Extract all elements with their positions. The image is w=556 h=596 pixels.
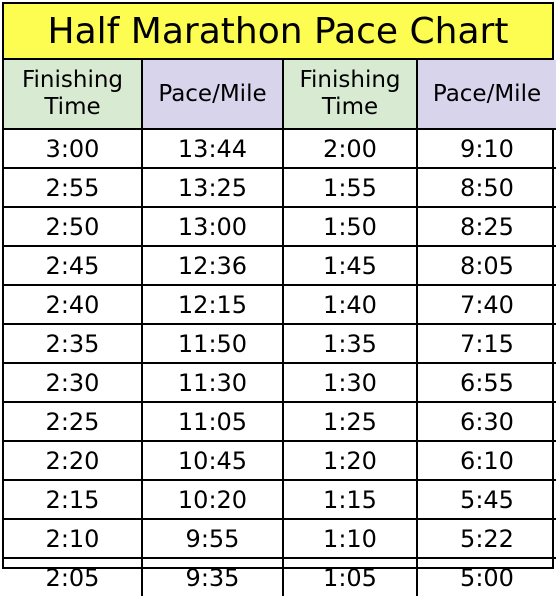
- pace-cell: 10:45: [141, 440, 284, 481]
- pace-cell: 7:40: [416, 284, 556, 325]
- finishing-time-cell: 2:45: [4, 245, 143, 286]
- finishing-time-cell: 1:45: [282, 245, 418, 286]
- pace-cell: 12:15: [141, 284, 284, 325]
- header-finishing-time-line1: Finishing: [21, 67, 124, 93]
- finishing-time-cell: 2:35: [4, 323, 143, 364]
- pace-cell: 7:15: [416, 323, 556, 364]
- finishing-time-cell: 1:20: [282, 440, 418, 481]
- finishing-time-cell: 2:30: [4, 362, 143, 403]
- table-row: 2:30 11:30 1:30 6:55: [4, 362, 556, 403]
- finishing-time-cell: 2:20: [4, 440, 143, 481]
- pace-table: Finishing Time Pace/Mile Finishing Time …: [4, 60, 556, 596]
- pace-cell: 13:44: [141, 128, 284, 169]
- pace-cell: 8:50: [416, 167, 556, 208]
- chart-title: Half Marathon Pace Chart: [4, 4, 552, 60]
- pace-cell: 6:10: [416, 440, 556, 481]
- finishing-time-cell: 2:00: [282, 128, 418, 169]
- pace-cell: 11:05: [141, 401, 284, 442]
- table-row: 2:10 9:55 1:10 5:22: [4, 518, 556, 559]
- finishing-time-cell: 1:05: [282, 557, 418, 596]
- finishing-time-cell: 1:25: [282, 401, 418, 442]
- table-row: 2:35 11:50 1:35 7:15: [4, 323, 556, 364]
- pace-cell: 11:50: [141, 323, 284, 364]
- finishing-time-cell: 1:55: [282, 167, 418, 208]
- pace-cell: 12:36: [141, 245, 284, 286]
- pace-cell: 13:25: [141, 167, 284, 208]
- pace-cell: 8:25: [416, 206, 556, 247]
- finishing-time-cell: 2:05: [4, 557, 143, 596]
- header-finishing-time-line1: Finishing: [299, 67, 401, 93]
- header-pace-mile-1: Pace/Mile: [141, 60, 284, 130]
- finishing-time-cell: 3:00: [4, 128, 143, 169]
- header-finishing-time-line2: Time: [321, 94, 379, 120]
- pace-cell: 10:20: [141, 479, 284, 520]
- finishing-time-cell: 2:15: [4, 479, 143, 520]
- pace-cell: 5:22: [416, 518, 556, 559]
- pace-cell: 5:45: [416, 479, 556, 520]
- table-row: 2:25 11:05 1:25 6:30: [4, 401, 556, 442]
- table-row: 3:00 13:44 2:00 9:10: [4, 128, 556, 169]
- pace-cell: 9:55: [141, 518, 284, 559]
- finishing-time-cell: 1:50: [282, 206, 418, 247]
- pace-table-body: 3:00 13:44 2:00 9:10 2:55 13:25 1:55 8:50 2:50 13…: [4, 128, 556, 596]
- finishing-time-cell: 2:50: [4, 206, 143, 247]
- pace-cell: 6:55: [416, 362, 556, 403]
- finishing-time-cell: 1:15: [282, 479, 418, 520]
- table-row: 2:45 12:36 1:45 8:05: [4, 245, 556, 286]
- table-row: 2:40 12:15 1:40 7:40: [4, 284, 556, 325]
- table-row: 2:50 13:00 1:50 8:25: [4, 206, 556, 247]
- header-finishing-time-2: Finishing Time: [282, 60, 418, 130]
- pace-cell: 11:30: [141, 362, 284, 403]
- pace-cell: 8:05: [416, 245, 556, 286]
- finishing-time-cell: 1:35: [282, 323, 418, 364]
- pace-cell: 9:35: [141, 557, 284, 596]
- header-pace-mile-2: Pace/Mile: [416, 60, 556, 130]
- finishing-time-cell: 2:10: [4, 518, 143, 559]
- finishing-time-cell: 1:10: [282, 518, 418, 559]
- finishing-time-cell: 2:25: [4, 401, 143, 442]
- finishing-time-cell: 1:30: [282, 362, 418, 403]
- finishing-time-cell: 2:40: [4, 284, 143, 325]
- pace-cell: 9:10: [416, 128, 556, 169]
- finishing-time-cell: 2:55: [4, 167, 143, 208]
- table-row: 2:55 13:25 1:55 8:50: [4, 167, 556, 208]
- pace-cell: 6:30: [416, 401, 556, 442]
- pace-cell: 5:00: [416, 557, 556, 596]
- header-finishing-time-1: Finishing Time: [4, 60, 143, 130]
- pace-cell: 13:00: [141, 206, 284, 247]
- table-row: 2:15 10:20 1:15 5:45: [4, 479, 556, 520]
- table-row: 2:05 9:35 1:05 5:00: [4, 557, 556, 596]
- header-finishing-time-line2: Time: [44, 94, 101, 120]
- finishing-time-cell: 1:40: [282, 284, 418, 325]
- header-row: Finishing Time Pace/Mile Finishing Time …: [4, 60, 556, 130]
- table-row: 2:20 10:45 1:20 6:10: [4, 440, 556, 481]
